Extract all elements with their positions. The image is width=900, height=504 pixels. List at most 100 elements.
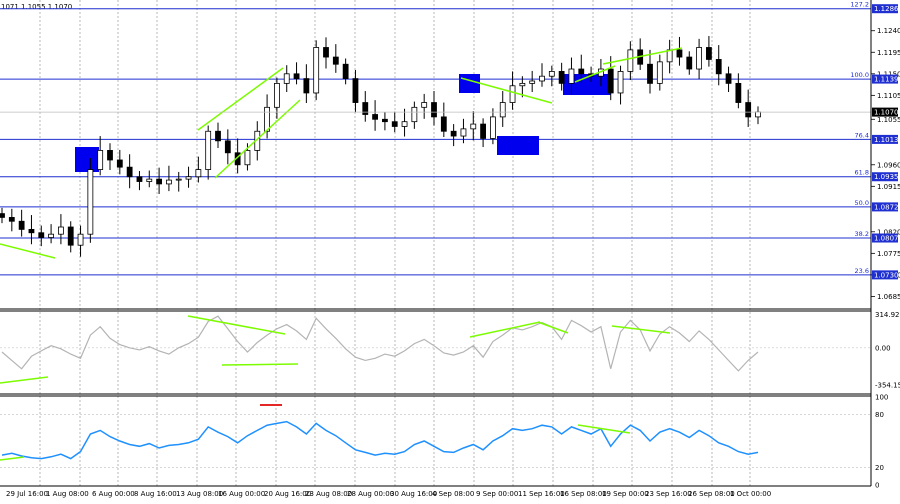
candle-body-49 (480, 123, 486, 139)
level-price-box-127.2: 1.1286 (872, 4, 899, 14)
pane-frames (0, 0, 872, 487)
candle-body-74 (725, 73, 732, 84)
level-price-box-bg (872, 172, 898, 182)
highlight-zones (75, 74, 611, 172)
candle-body-70 (686, 56, 693, 70)
trend-lines (0, 47, 683, 259)
candle-body-63 (617, 71, 624, 94)
candle-body-28 (274, 82, 280, 108)
candle-body-54 (529, 80, 536, 84)
level-price-text: 1.0935 (874, 173, 899, 181)
candle-body-56 (548, 71, 555, 77)
zone-3 (563, 74, 611, 95)
candle-body-0 (0, 213, 5, 218)
level-label-127.2: 127.2 (850, 1, 869, 9)
rsi-axis: 100 80 20 0 (875, 394, 888, 490)
candle-body-38 (372, 114, 378, 120)
time-tick-16: 26 Sep 08:00 (688, 490, 735, 498)
time-tick-10: 4 Sep 08:00 (432, 490, 474, 498)
rsi-series-line (1, 420, 759, 460)
candle-body-14 (136, 176, 143, 182)
candle-body-43 (421, 102, 428, 108)
level-price-box-bg (872, 233, 898, 243)
candle-body-25 (244, 150, 251, 166)
level-label-100.0: 100.0 (850, 71, 869, 79)
candle-body-45 (440, 116, 447, 132)
candle-body-23 (224, 140, 231, 154)
cci-divergence-lines (0, 315, 671, 384)
cci-trend-line-2 (221, 363, 299, 366)
candle-body-67 (656, 61, 663, 84)
level-price-box-100.0: 1.1139 (872, 74, 899, 84)
candle-body-32 (313, 47, 320, 94)
candle-body-4 (38, 232, 45, 238)
candle-body-59 (578, 68, 585, 75)
price-tick-1: 1.1195 (877, 49, 900, 57)
time-tick-12: 11 Sep 16:00 (518, 490, 565, 498)
candle-body-40 (391, 121, 398, 127)
cci-trend-line-5 (611, 325, 671, 334)
candle-body-36 (352, 78, 359, 103)
cci-tick-1: 0.00 (875, 344, 891, 352)
candle-body-41 (401, 121, 408, 127)
candle-body-48 (470, 123, 477, 130)
trend-line-2 (214, 99, 301, 179)
candle-body-13 (126, 166, 133, 178)
candle-body-73 (715, 59, 722, 75)
candle-body-44 (431, 102, 437, 118)
price-tick-5: 1.0960 (877, 161, 900, 169)
time-tick-14: 19 Sep 00:00 (602, 490, 649, 498)
price-tick-2: 1.1150 (877, 70, 900, 78)
candle-body-19 (185, 176, 192, 180)
candle-body-22 (215, 130, 221, 142)
trend-line-1 (197, 67, 284, 131)
time-tick-7: 23 Aug 08:00 (305, 490, 352, 498)
candle-body-21 (205, 130, 212, 170)
candle-body-6 (58, 226, 64, 235)
level-price-text: 1.1139 (874, 76, 899, 84)
level-price-box-50.0: 1.0872 (872, 202, 899, 212)
price-axis: 1.1240 1.1195 1.1150 1.1105 1.1055 1.0960 1.09… (871, 4, 900, 301)
level-price-box-76.4: 1.1013 (872, 134, 899, 144)
price-tick-0: 1.1240 (877, 27, 900, 35)
level-price-box-38.2: 1.0807 (872, 233, 899, 243)
time-axis: 29 Jul 16:001 Aug 08:00 6 Aug 00:00 8 Aug … (6, 490, 771, 498)
time-tick-2: 6 Aug 00:00 (92, 490, 135, 498)
trend-line-0 (0, 243, 56, 259)
level-price-box-bg (872, 74, 898, 84)
candle-body-71 (696, 47, 702, 70)
price-tick-7: 1.0820 (877, 228, 900, 236)
level-price-text: 1.1286 (874, 5, 899, 13)
candle-body-2 (18, 220, 25, 230)
candle-body-55 (539, 75, 545, 82)
candle-body-46 (450, 130, 457, 137)
rsi-pane[interactable] (0, 404, 871, 468)
candle-body-3 (28, 229, 35, 234)
candle-body-34 (332, 56, 339, 65)
candle-body-35 (342, 63, 349, 79)
rsi-tick-3: 0 (875, 482, 879, 490)
candle-body-53 (519, 82, 526, 87)
candle-body-30 (293, 73, 300, 79)
candle-body-57 (558, 71, 565, 84)
time-tick-15: 23 Sep 16:00 (645, 490, 692, 498)
candle-body-9 (87, 169, 94, 235)
time-tick-0: 29 Jul 16:00 (6, 490, 48, 498)
time-tick-17: 1 Oct 00:00 (730, 490, 771, 498)
price-pane[interactable]: 127.2 100.0 76.4 61.8 50.0 38.2 23.6 (0, 1, 871, 276)
current-price-box: 1.1070 (872, 107, 899, 117)
candle-body-62 (607, 68, 614, 94)
candle-body-51 (499, 102, 506, 118)
cci-axis: 314.9232 0.00 -354.1592 (875, 311, 900, 389)
candle-body-16 (156, 178, 162, 185)
cci-pane[interactable] (0, 315, 871, 384)
candle-body-11 (107, 150, 113, 161)
rsi-divergence-lines (0, 424, 631, 461)
candle-body-47 (460, 128, 467, 137)
candle-body-17 (166, 179, 172, 185)
candle-body-72 (706, 47, 712, 60)
candle-body-18 (175, 178, 182, 181)
price-tick-4: 1.1055 (877, 116, 900, 124)
candle-body-68 (666, 49, 673, 63)
